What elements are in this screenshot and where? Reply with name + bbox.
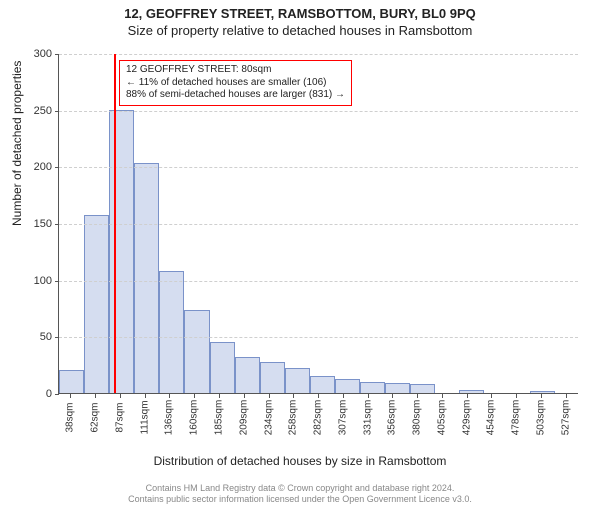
x-tick-label: 307sqm — [337, 400, 348, 436]
histogram-bar — [459, 390, 484, 393]
annotation-box: 12 GEOFFREY STREET: 80sqm ← 11% of detac… — [119, 60, 352, 106]
x-tick-label: 185sqm — [213, 400, 224, 436]
gridline — [59, 167, 578, 168]
histogram-bar — [385, 383, 410, 393]
histogram-bar — [84, 215, 109, 393]
x-axis-label: Distribution of detached houses by size … — [0, 454, 600, 468]
x-tick-label: 209sqm — [238, 400, 249, 436]
plot-region: 12 GEOFFREY STREET: 80sqm ← 11% of detac… — [58, 54, 578, 394]
footer-attribution: Contains HM Land Registry data © Crown c… — [0, 483, 600, 504]
footer-line: Contains public sector information licen… — [0, 494, 600, 504]
histogram-bar — [210, 342, 235, 393]
histogram-bar — [360, 382, 385, 393]
y-tick-label: 300 — [22, 48, 52, 60]
histogram-bar — [335, 379, 360, 393]
histogram-bar — [285, 368, 310, 393]
x-tick-label: 62sqm — [90, 402, 101, 432]
x-tick-label: 38sqm — [65, 402, 76, 432]
histogram-bar — [310, 376, 335, 393]
x-tick-label: 331sqm — [362, 400, 373, 436]
x-tick-label: 111sqm — [139, 400, 150, 434]
annotation-line: 12 GEOFFREY STREET: 80sqm — [126, 64, 345, 77]
x-ticks: 38sqm 62sqm 87sqm 111sqm 136sqm 160sqm 185sqm 2… — [58, 394, 578, 444]
histogram-bar — [235, 357, 260, 393]
histogram-bar — [260, 362, 285, 393]
histogram-bar — [134, 163, 159, 393]
gridline — [59, 111, 578, 112]
x-tick-label: 454sqm — [486, 400, 497, 436]
x-tick-label: 258sqm — [288, 400, 299, 436]
gridline — [59, 281, 578, 282]
y-tick-label: 150 — [22, 218, 52, 230]
x-tick-label: 380sqm — [412, 400, 423, 436]
x-tick-label: 503sqm — [535, 400, 546, 436]
x-tick-label: 429sqm — [461, 400, 472, 436]
x-tick-label: 405sqm — [436, 400, 447, 436]
histogram-bar — [109, 110, 134, 393]
histogram-bar — [159, 271, 184, 393]
x-tick-label: 527sqm — [560, 400, 571, 436]
x-tick-label: 234sqm — [263, 400, 274, 436]
footer-line: Contains HM Land Registry data © Crown c… — [0, 483, 600, 493]
page-title: 12, GEOFFREY STREET, RAMSBOTTOM, BURY, B… — [0, 6, 600, 21]
gridline — [59, 224, 578, 225]
x-tick-label: 136sqm — [164, 400, 175, 436]
histogram-bar — [184, 310, 209, 393]
x-tick-label: 282sqm — [313, 400, 324, 436]
x-tick-label: 356sqm — [387, 400, 398, 436]
y-axis-label: Number of detached properties — [10, 61, 24, 226]
histogram-bar — [410, 384, 435, 393]
x-tick-label: 87sqm — [114, 402, 125, 432]
y-tick-label: 250 — [22, 105, 52, 117]
histogram-bar — [530, 391, 555, 393]
annotation-line: 88% of semi-detached houses are larger (… — [126, 89, 345, 102]
y-tick-label: 0 — [22, 388, 52, 400]
x-tick-label: 160sqm — [189, 400, 200, 436]
y-tick-label: 50 — [22, 331, 52, 343]
y-tick-label: 200 — [22, 161, 52, 173]
property-marker-line — [114, 54, 116, 393]
x-tick-label: 478sqm — [511, 400, 522, 436]
page-subtitle: Size of property relative to detached ho… — [0, 23, 600, 38]
chart-area: 12 GEOFFREY STREET: 80sqm ← 11% of detac… — [58, 54, 578, 424]
histogram-bar — [59, 370, 84, 393]
annotation-line: ← 11% of detached houses are smaller (10… — [126, 77, 345, 90]
gridline — [59, 54, 578, 55]
y-tick-label: 100 — [22, 275, 52, 287]
gridline — [59, 337, 578, 338]
